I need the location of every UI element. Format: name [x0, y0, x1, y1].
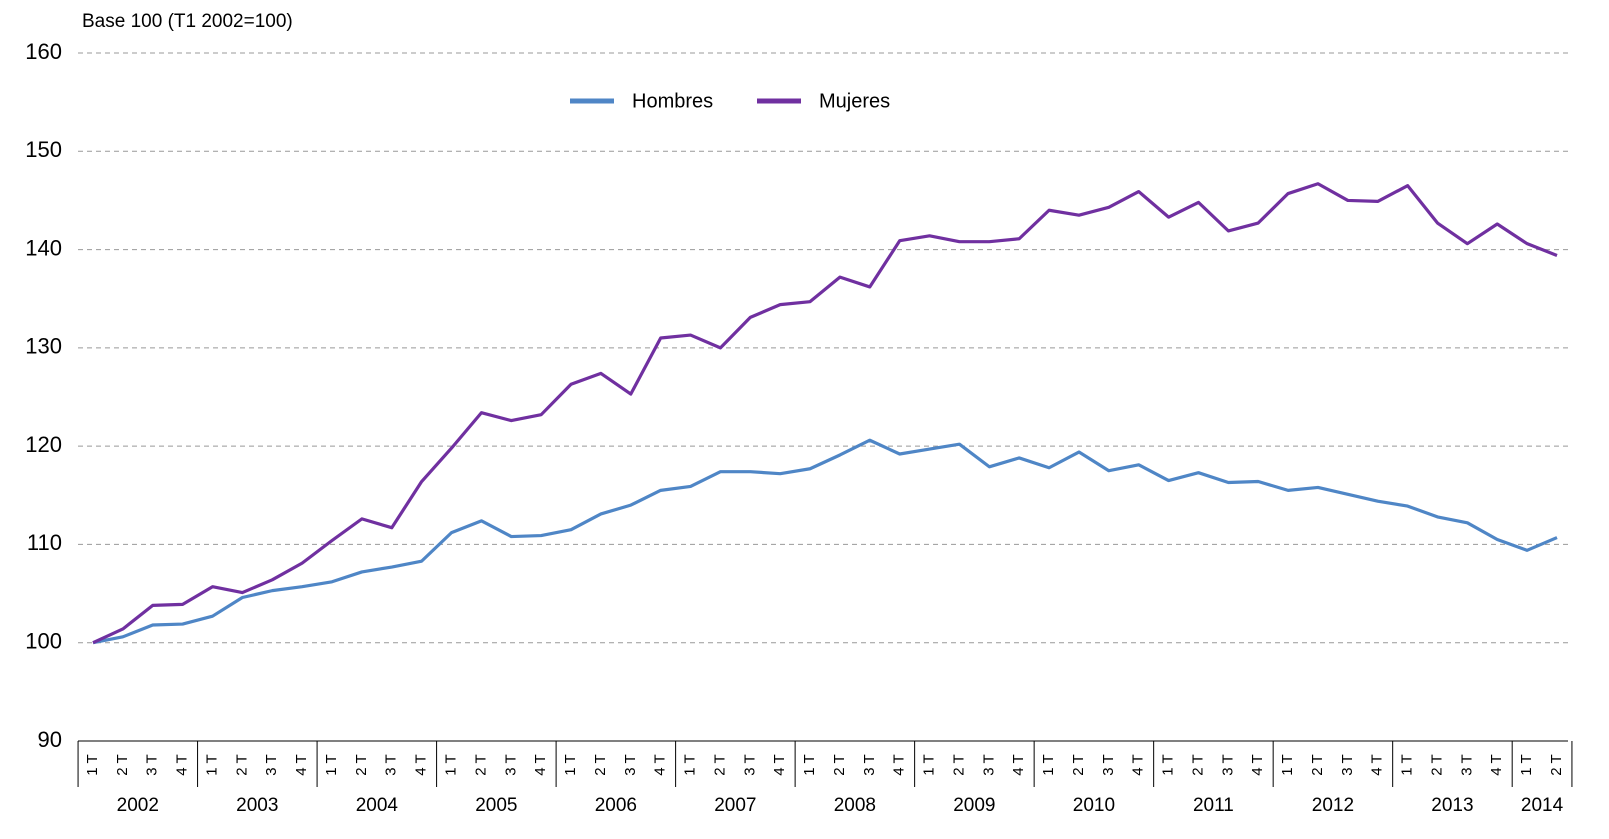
x-tick-label: 4 T — [413, 754, 430, 775]
x-tick-label: 4 T — [1130, 754, 1147, 775]
year-label: 2009 — [953, 795, 995, 816]
x-tick-label: 2 T — [592, 754, 609, 775]
y-tick-label: 110 — [27, 530, 62, 555]
x-tick-label: 4 T — [1369, 754, 1386, 775]
x-tick-label: 3 T — [980, 754, 997, 775]
year-label: 2010 — [1073, 795, 1115, 816]
year-label: 2014 — [1521, 795, 1564, 816]
y-tick-label: 150 — [25, 137, 62, 162]
x-tick-label: 4 T — [891, 754, 908, 775]
series-line — [92, 182, 1558, 645]
year-label: 2005 — [475, 795, 517, 816]
x-tick-label: 3 T — [144, 754, 161, 775]
x-tick-label: 2 T — [353, 754, 370, 775]
year-label: 2002 — [117, 795, 159, 816]
year-label: 2007 — [714, 795, 756, 816]
x-tick-label: 4 T — [771, 754, 788, 775]
legend-label: Mujeres — [819, 90, 890, 112]
x-tick-label: 1 T — [442, 754, 459, 775]
x-tick-label: 2 T — [950, 754, 967, 775]
x-tick-label: 1 T — [1399, 754, 1416, 775]
x-tick-label: 3 T — [1100, 754, 1117, 775]
x-tick-label: 2 T — [472, 754, 489, 775]
x-tick-label: 1 T — [1040, 754, 1057, 775]
x-tick-label: 3 T — [1219, 754, 1236, 775]
x-tick-label: 4 T — [1488, 754, 1505, 775]
y-tick-label: 120 — [25, 432, 62, 457]
x-tick-label: 3 T — [1339, 754, 1356, 775]
y-tick-label: 130 — [25, 334, 62, 359]
x-tick-label: 4 T — [1249, 754, 1266, 775]
y-tick-label: 140 — [25, 235, 62, 260]
x-tick-label: 1 T — [1160, 754, 1177, 775]
x-tick-label: 4 T — [1010, 754, 1027, 775]
year-label: 2006 — [595, 795, 637, 816]
x-tick-label: 4 T — [532, 754, 549, 775]
year-label: 2011 — [1193, 795, 1234, 816]
x-tick-label: 1 T — [1518, 754, 1535, 775]
x-tick-label: 4 T — [174, 754, 191, 775]
x-tick-label: 2 T — [1070, 754, 1087, 775]
x-tick-label: 3 T — [741, 754, 758, 775]
x-tick-label: 2 T — [233, 754, 250, 775]
x-tick-label: 1 T — [801, 754, 818, 775]
y-axis-label: Base 100 (T1 2002=100) — [82, 11, 293, 32]
x-tick-label: 2 T — [711, 754, 728, 775]
x-tick-label: 1 T — [682, 754, 699, 775]
x-tick-label: 4 T — [293, 754, 310, 775]
x-tick-label: 3 T — [383, 754, 400, 775]
x-tick-label: 3 T — [1458, 754, 1475, 775]
year-label: 2012 — [1312, 795, 1354, 816]
year-label: 2013 — [1431, 795, 1473, 816]
year-label: 2008 — [834, 795, 876, 816]
x-tick-label: 1 T — [203, 754, 220, 775]
x-tick-label: 3 T — [502, 754, 519, 775]
x-tick-label: 2 T — [1428, 754, 1445, 775]
y-tick-label: 160 — [25, 39, 62, 64]
y-tick-label: 100 — [25, 629, 62, 654]
x-tick-label: 3 T — [263, 754, 280, 775]
series-line — [92, 438, 1558, 645]
x-tick-label: 1 T — [1279, 754, 1296, 775]
x-tick-label: 2 T — [1548, 754, 1565, 775]
x-tick-label: 2 T — [831, 754, 848, 775]
x-tick-label: 3 T — [622, 754, 639, 775]
x-tick-label: 1 T — [84, 754, 101, 775]
x-tick-label: 2 T — [114, 754, 131, 775]
y-tick-label: 90 — [38, 727, 62, 752]
x-tick-label: 1 T — [562, 754, 579, 775]
legend-label: Hombres — [632, 90, 713, 112]
x-tick-label: 1 T — [323, 754, 340, 775]
x-tick-label: 2 T — [1189, 754, 1206, 775]
x-tick-label: 4 T — [652, 754, 669, 775]
year-label: 2004 — [356, 795, 399, 816]
x-tick-label: 1 T — [921, 754, 938, 775]
x-tick-label: 2 T — [1309, 754, 1326, 775]
year-label: 2003 — [236, 795, 278, 816]
x-tick-label: 3 T — [861, 754, 878, 775]
